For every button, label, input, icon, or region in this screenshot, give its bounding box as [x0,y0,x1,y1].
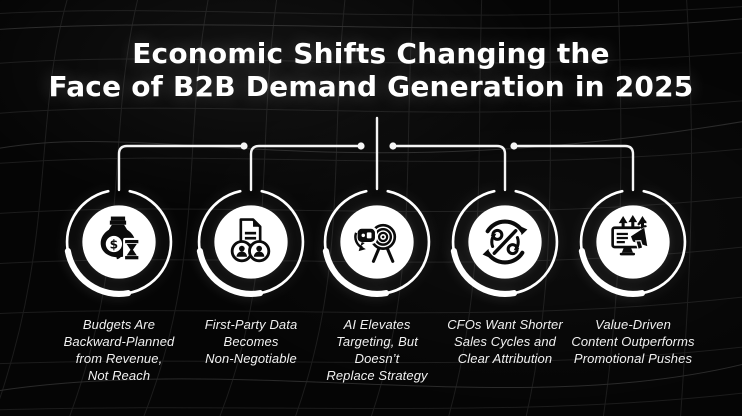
infographic-title: Economic Shifts Changing the Face of B2B… [48,37,694,103]
connector-branch-2 [249,144,359,192]
item-caption: Value-Driven Content Outperforms Promoti… [571,317,695,366]
item-badge [449,186,561,298]
connector-dot [357,142,365,150]
item-badge [577,186,689,298]
item-caption: Budgets Are Backward-Planned from Revenu… [63,317,175,383]
connector-dot [240,142,248,150]
connector-branch-1 [117,144,242,192]
connector-branch-4 [395,144,507,192]
item-ai-targeting: AI Elevates Targeting, But Doesn’t Repla… [321,186,433,416]
item-caption: AI Elevates Targeting, But Doesn’t Repla… [326,317,428,383]
item-badge [321,186,433,298]
item-badge [195,186,307,298]
item-cfo-attribution: CFOs Want Shorter Sales Cycles and Clear… [447,186,563,416]
content-megaphone-icon [611,215,650,256]
item-first-party-data: First-Party Data Becomes Non-Negotiable [195,186,307,416]
percent-cycle-icon [482,219,528,265]
item-value-content: Value-Driven Content Outperforms Promoti… [571,186,695,416]
connector-dot [510,142,518,150]
document-users-icon [230,218,271,263]
ai-target-icon [354,223,397,263]
money-hourglass-icon: $ [100,216,141,263]
item-caption: CFOs Want Shorter Sales Cycles and Clear… [447,317,563,366]
svg-text:$: $ [110,238,119,252]
item-caption: First-Party Data Becomes Non-Negotiable [204,317,298,366]
item-badge: $ [63,186,175,298]
item-budgets: $ Budgets Are Backward-Planned from Reve… [63,186,175,416]
connector-branch-5 [516,144,635,192]
connector-dot [389,142,397,150]
